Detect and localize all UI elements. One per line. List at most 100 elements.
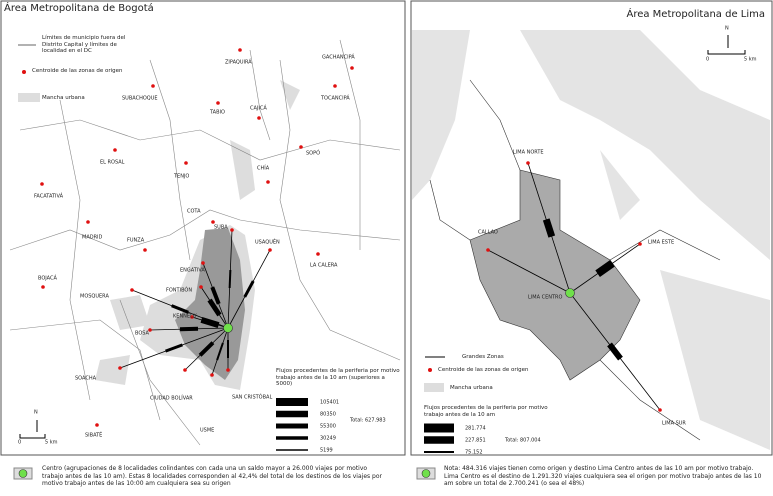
centroid <box>266 180 270 184</box>
flow-bar <box>228 269 232 289</box>
centroid <box>190 315 194 319</box>
centroid <box>130 288 134 292</box>
place-label: MOSQUERA <box>80 294 109 300</box>
centroid <box>526 161 530 165</box>
bogota-caption: Centro (agrupaciones de 8 localidades co… <box>42 465 382 487</box>
centroid <box>41 285 45 289</box>
centroid <box>113 148 117 152</box>
centroid <box>118 366 122 370</box>
centroid <box>230 228 234 232</box>
centroid <box>40 182 44 186</box>
place-label: LIMA CENTRO <box>528 295 563 301</box>
flow-bar <box>200 317 220 328</box>
place-label: FACATATIVÁ <box>34 193 64 200</box>
legend-value: 55300 <box>320 424 336 430</box>
place-label: CALLAO <box>478 230 498 236</box>
legend-bar <box>276 410 308 418</box>
legend-bar <box>276 449 308 451</box>
flow-bar <box>607 342 623 361</box>
legend-dot <box>428 368 432 372</box>
centroid <box>238 48 242 52</box>
legend-bar <box>276 398 308 406</box>
flow-line <box>487 249 571 294</box>
legend-total: Total: 807.004 <box>504 438 541 444</box>
place-label: KENNEDY <box>173 314 198 320</box>
place-label: TENJO <box>173 174 189 180</box>
legend-bar <box>276 423 308 429</box>
centroid <box>299 145 303 149</box>
flow-bar <box>227 340 229 358</box>
legend-text: Límites de municipio fuera del Distrito … <box>42 35 126 54</box>
lima-zone-lines <box>429 79 721 441</box>
place-label: COTA <box>187 209 201 215</box>
place-label: SOPÓ <box>306 150 320 157</box>
flow-bar <box>595 260 615 277</box>
place-label: BOJACÁ <box>38 275 57 282</box>
north: N <box>34 410 38 416</box>
centroid <box>333 84 337 88</box>
flow-bar <box>179 326 199 332</box>
flow-bar <box>207 298 222 317</box>
centroid <box>143 248 147 252</box>
centroid <box>316 252 320 256</box>
centroid <box>268 248 272 252</box>
flow-bar <box>216 342 224 361</box>
scale-bar <box>707 50 746 55</box>
lima-title: Área Metropolitana de Lima <box>626 9 765 20</box>
legend-text: Mancha urbana <box>42 95 85 101</box>
centroid <box>201 261 205 265</box>
legend-value: 281.774 <box>465 426 486 432</box>
north: N <box>725 26 729 32</box>
caption-dot <box>421 469 431 478</box>
place-label: USAQUÉN <box>255 238 280 246</box>
place-label: USME <box>200 428 214 434</box>
centroid <box>210 373 214 377</box>
legend-value: 75.152 <box>465 450 483 456</box>
flow-bar <box>165 343 183 353</box>
centroid <box>95 423 99 427</box>
centroid <box>183 368 187 372</box>
legend-text: Centroide de las zonas de origen <box>32 68 123 74</box>
legend-urban <box>424 383 444 392</box>
place-label: SUBA <box>214 225 228 231</box>
legend-bar <box>424 451 454 453</box>
centroid <box>638 242 642 246</box>
flow-bar <box>171 304 189 314</box>
place-label: SIBATÉ <box>85 431 102 439</box>
place-label: BOSA <box>135 331 150 337</box>
centroid <box>350 66 354 70</box>
place-label: LIMA SUR <box>662 421 686 427</box>
scale-label: 5 km <box>744 57 757 63</box>
lima-hills <box>412 30 770 450</box>
place-label: FONTIBÓN <box>166 287 192 294</box>
legend-bar <box>424 436 454 444</box>
flow-bar <box>243 280 255 298</box>
place-label: TABIO <box>209 110 225 116</box>
legend-value: 5199 <box>320 448 333 454</box>
place-label: SOACHA <box>75 376 97 382</box>
place-label: GACHANCIPÁ <box>322 54 355 61</box>
place-label: ENGATIVÁ <box>180 267 205 274</box>
flow-legend-title: Flujos procedentes de la periferia por m… <box>424 405 548 418</box>
centroid <box>211 220 215 224</box>
place-label: CAJICÁ <box>250 105 267 112</box>
centroid <box>86 220 90 224</box>
scale-label: 5 km <box>45 440 58 446</box>
centroid <box>199 285 203 289</box>
scale-bar <box>19 434 46 439</box>
place-label: LA CALERA <box>310 263 338 269</box>
legend-dot <box>22 70 26 74</box>
centroid <box>658 408 662 412</box>
lima-caption: Nota: 484.316 viajes tienen como origen … <box>444 465 762 487</box>
lima-centro-zone <box>469 169 641 381</box>
caption-dot <box>18 469 28 478</box>
place-label: ZIPAQUIRÁ <box>225 59 252 66</box>
flow-bar <box>210 286 221 305</box>
center-point <box>223 323 233 333</box>
centroid <box>486 248 490 252</box>
place-label: SUBACHOQUE <box>122 96 158 102</box>
legend-total: Total: 627.983 <box>349 418 386 424</box>
legend-value: 105401 <box>320 400 339 406</box>
centroid <box>184 161 188 165</box>
